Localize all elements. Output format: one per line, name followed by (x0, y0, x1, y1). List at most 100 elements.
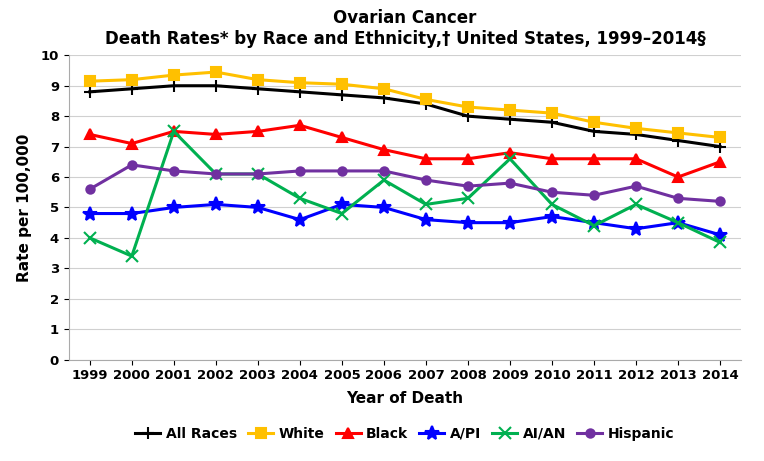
White (254, 77, 263, 83)
Line: Black: Black (85, 120, 725, 182)
Hispanic (631, 183, 640, 189)
Line: A/PI: A/PI (83, 197, 727, 242)
White (589, 119, 598, 125)
A/PI (716, 232, 725, 237)
A/PI (380, 205, 389, 210)
Hispanic (548, 189, 557, 195)
Line: White: White (85, 67, 725, 142)
Hispanic (127, 162, 136, 168)
All Races (337, 92, 346, 98)
Line: AI/AN: AI/AN (84, 126, 726, 262)
AI/AN (380, 177, 389, 183)
All Races (86, 89, 95, 95)
A/PI (212, 201, 221, 207)
Hispanic (506, 180, 515, 186)
Hispanic (212, 171, 221, 177)
All Races (127, 86, 136, 92)
Black (463, 156, 472, 161)
AI/AN (127, 254, 136, 259)
AI/AN (631, 201, 640, 207)
Line: All Races: All Races (84, 80, 726, 152)
White (212, 69, 221, 75)
All Races (295, 89, 304, 95)
All Races (674, 138, 683, 143)
All Races (548, 119, 557, 125)
Hispanic (254, 171, 263, 177)
AI/AN (86, 235, 95, 241)
White (463, 104, 472, 110)
A/PI (589, 220, 598, 225)
AI/AN (421, 201, 430, 207)
A/PI (127, 211, 136, 216)
Black (631, 156, 640, 161)
A/PI (548, 214, 557, 219)
Black (380, 147, 389, 153)
All Races (380, 95, 389, 100)
Black (127, 141, 136, 146)
A/PI (506, 220, 515, 225)
AI/AN (212, 171, 221, 177)
Black (716, 159, 725, 165)
White (127, 77, 136, 83)
Hispanic (674, 195, 683, 201)
White (421, 97, 430, 102)
A/PI (631, 226, 640, 231)
Black (254, 129, 263, 134)
Hispanic (421, 177, 430, 183)
AI/AN (716, 240, 725, 245)
A/PI (463, 220, 472, 225)
All Races (631, 132, 640, 137)
AI/AN (254, 171, 263, 177)
AI/AN (674, 220, 683, 225)
All Races (254, 86, 263, 92)
Black (295, 123, 304, 128)
A/PI (674, 220, 683, 225)
A/PI (169, 205, 178, 210)
Black (421, 156, 430, 161)
AI/AN (337, 211, 346, 216)
Black (212, 132, 221, 137)
Hispanic (295, 168, 304, 174)
X-axis label: Year of Death: Year of Death (346, 390, 464, 406)
All Races (716, 144, 725, 149)
White (169, 72, 178, 78)
A/PI (254, 205, 263, 210)
AI/AN (169, 129, 178, 134)
AI/AN (295, 195, 304, 201)
A/PI (337, 201, 346, 207)
Title: Ovarian Cancer
Death Rates* by Race and Ethnicity,† United States, 1999–2014§: Ovarian Cancer Death Rates* by Race and … (105, 9, 705, 48)
A/PI (86, 211, 95, 216)
Black (86, 132, 95, 137)
White (716, 135, 725, 140)
Black (589, 156, 598, 161)
White (506, 107, 515, 113)
Black (337, 135, 346, 140)
All Races (169, 83, 178, 89)
White (674, 130, 683, 136)
Black (169, 129, 178, 134)
Hispanic (337, 168, 346, 174)
Line: Hispanic: Hispanic (86, 161, 724, 206)
AI/AN (548, 201, 557, 207)
A/PI (421, 217, 430, 222)
Hispanic (589, 193, 598, 198)
Hispanic (716, 199, 725, 204)
AI/AN (506, 156, 515, 161)
Hispanic (380, 168, 389, 174)
White (380, 86, 389, 92)
Y-axis label: Rate per 100,000: Rate per 100,000 (18, 133, 32, 282)
Hispanic (463, 183, 472, 189)
All Races (589, 129, 598, 134)
Black (674, 174, 683, 180)
White (631, 125, 640, 131)
All Races (506, 117, 515, 122)
White (548, 110, 557, 116)
Legend: All Races, White, Black, A/PI, AI/AN, Hispanic: All Races, White, Black, A/PI, AI/AN, Hi… (130, 421, 680, 446)
Black (548, 156, 557, 161)
Hispanic (86, 186, 95, 192)
All Races (421, 101, 430, 107)
AI/AN (589, 223, 598, 229)
Black (506, 150, 515, 155)
All Races (463, 113, 472, 119)
White (337, 82, 346, 87)
